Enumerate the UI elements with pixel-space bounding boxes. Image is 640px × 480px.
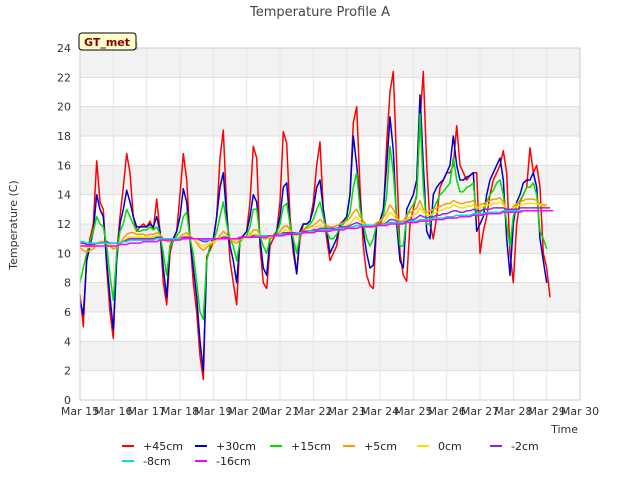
y-tick-label: 16 — [57, 159, 71, 172]
series-line-15cm — [79, 113, 548, 321]
legend-label: -2cm — [511, 440, 539, 453]
y-tick-label: 10 — [57, 247, 71, 260]
y-tick-label: 20 — [57, 101, 71, 114]
y-tick-label: 18 — [57, 130, 71, 143]
chart-title: Temperature Profile A — [249, 5, 390, 20]
legend-item: +5cm — [343, 440, 397, 453]
y-tick-label: 6 — [64, 306, 71, 319]
x-tick-label: Mar 19 — [194, 405, 232, 418]
x-tick-label: Mar 30 — [561, 405, 599, 418]
y-tick-label: 24 — [57, 42, 71, 55]
axes — [79, 47, 581, 401]
series-line-30cm — [79, 94, 548, 372]
x-tick-label: Mar 23 — [328, 405, 366, 418]
legend-item: +15cm — [270, 440, 331, 453]
legend-label: 0cm — [438, 440, 462, 453]
y-tick-label: 0 — [64, 394, 71, 407]
x-tick-label: Mar 18 — [161, 405, 199, 418]
x-tick-label: Mar 17 — [128, 405, 166, 418]
y-tick-label: 2 — [64, 365, 71, 378]
legend-label: -8cm — [143, 455, 171, 468]
x-tick-label: Mar 21 — [261, 405, 299, 418]
legend-label: +15cm — [291, 440, 331, 453]
y-axis-label: Temperature (C) — [7, 180, 20, 270]
x-tick-label: Mar 25 — [394, 405, 432, 418]
y-tick-label: 22 — [57, 71, 71, 84]
legend: +45cm +30cm +15cm +5cm 0cm -2cm -8cm -16cm — [122, 440, 539, 468]
legend-item: +45cm — [122, 440, 183, 453]
x-tick-label: Mar 26 — [428, 405, 466, 418]
plot-border — [79, 47, 581, 401]
y-tick-label: 12 — [57, 218, 71, 231]
x-tick-label: Mar 29 — [528, 405, 566, 418]
legend-item: -2cm — [490, 440, 539, 453]
legend-label: +45cm — [143, 440, 183, 453]
x-tick-label: Mar 15 — [61, 405, 99, 418]
grid-band — [80, 106, 580, 136]
series-line-5cm — [79, 196, 547, 253]
gt-met-badge: GT_met — [78, 32, 138, 51]
legend-label: +30cm — [216, 440, 256, 453]
legend-label: -16cm — [216, 455, 251, 468]
series-line-2cm — [80, 207, 550, 246]
series-lines — [79, 70, 554, 381]
legend-label: +5cm — [364, 440, 397, 453]
badge-label: GT_met — [84, 36, 130, 49]
series-line-16cm — [80, 210, 554, 247]
grid-band — [80, 48, 580, 78]
x-tick-label: Mar 20 — [228, 405, 266, 418]
legend-item: +30cm — [195, 440, 256, 453]
x-tick-label: Mar 28 — [494, 405, 532, 418]
x-tick-label: Mar 22 — [294, 405, 332, 418]
legend-item: -16cm — [195, 455, 251, 468]
x-tick-label: Mar 24 — [361, 405, 399, 418]
badge-box — [78, 32, 137, 51]
grid-band — [80, 282, 580, 312]
y-tick-label: 4 — [64, 335, 71, 348]
legend-item: 0cm — [417, 440, 462, 453]
x-tick-label: Mar 16 — [94, 405, 132, 418]
grid-band — [80, 165, 580, 195]
y-tick-label: 14 — [57, 189, 71, 202]
grid-band — [80, 341, 580, 371]
x-tick-label: Mar 27 — [461, 405, 499, 418]
x-axis-label: Time — [550, 423, 578, 436]
y-tick-label: 8 — [64, 277, 71, 290]
legend-item: -8cm — [122, 455, 171, 468]
